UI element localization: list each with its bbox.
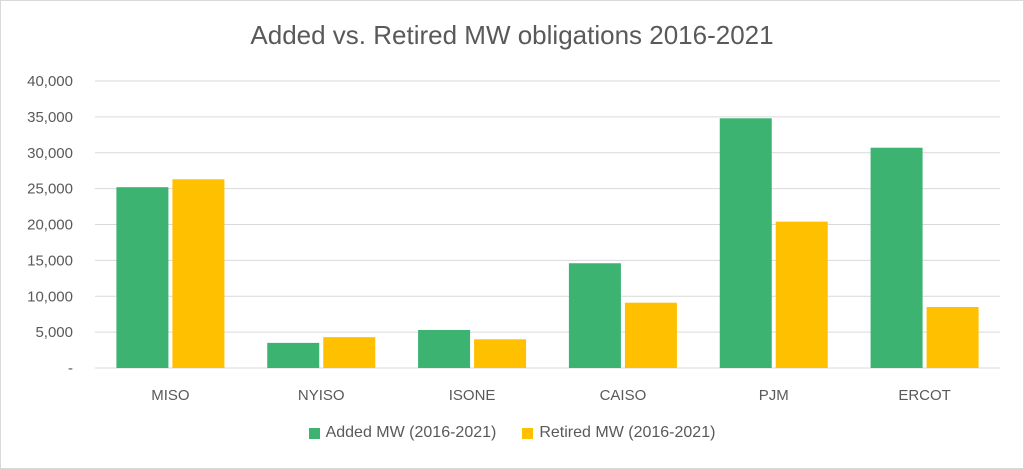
y-tick-label: 25,000 bbox=[27, 181, 73, 198]
legend-item-added: Added MW (2016-2021) bbox=[308, 424, 497, 442]
bar-added-miso bbox=[116, 187, 169, 368]
y-tick-label: 5,000 bbox=[35, 324, 73, 341]
x-axis-tick-labels: MISO NYISO ISONE CAISO PJM ERCOT bbox=[151, 387, 951, 404]
y-tick-label: 30,000 bbox=[27, 145, 73, 162]
legend: Added MW (2016-2021) Retired MW (2016-20… bbox=[0, 424, 1024, 442]
bar-retired-ercot bbox=[926, 307, 979, 368]
x-tick-label: ERCOT bbox=[898, 387, 951, 404]
bar-retired-pjm bbox=[775, 221, 828, 368]
bar-retired-caiso bbox=[624, 302, 677, 368]
bar-retired-isone bbox=[474, 339, 527, 368]
bar-added-isone bbox=[418, 329, 471, 368]
bar-retired-miso bbox=[172, 179, 225, 368]
legend-item-retired: Retired MW (2016-2021) bbox=[522, 424, 715, 442]
y-tick-label: - bbox=[68, 360, 73, 377]
bar-added-ercot bbox=[870, 147, 923, 368]
y-axis-tick-labels: - 5,000 10,000 15,000 20,000 25,000 30,000 35,0… bbox=[27, 73, 73, 377]
legend-label-added: Added MW (2016-2021) bbox=[325, 424, 497, 441]
bar-added-caiso bbox=[568, 263, 621, 368]
y-tick-label: 20,000 bbox=[27, 217, 73, 234]
legend-label-retired: Retired MW (2016-2021) bbox=[539, 424, 716, 441]
x-tick-label: CAISO bbox=[600, 387, 647, 404]
y-tick-label: 15,000 bbox=[27, 252, 73, 269]
x-tick-label: NYISO bbox=[298, 387, 345, 404]
y-tick-label: 35,000 bbox=[27, 109, 73, 126]
bars bbox=[116, 118, 979, 368]
bar-retired-nyiso bbox=[323, 337, 376, 368]
y-tick-label: 40,000 bbox=[27, 73, 73, 90]
legend-swatch-added bbox=[308, 427, 320, 439]
x-tick-label: PJM bbox=[759, 387, 789, 404]
x-tick-label: MISO bbox=[151, 387, 189, 404]
x-tick-label: ISONE bbox=[449, 387, 496, 404]
gridlines bbox=[95, 80, 1000, 369]
bar-added-pjm bbox=[719, 118, 772, 368]
bar-added-nyiso bbox=[267, 342, 320, 368]
chart-title: Added vs. Retired MW obligations 2016-20… bbox=[250, 20, 774, 50]
legend-swatch-retired bbox=[522, 427, 534, 439]
y-tick-label: 10,000 bbox=[27, 288, 73, 305]
